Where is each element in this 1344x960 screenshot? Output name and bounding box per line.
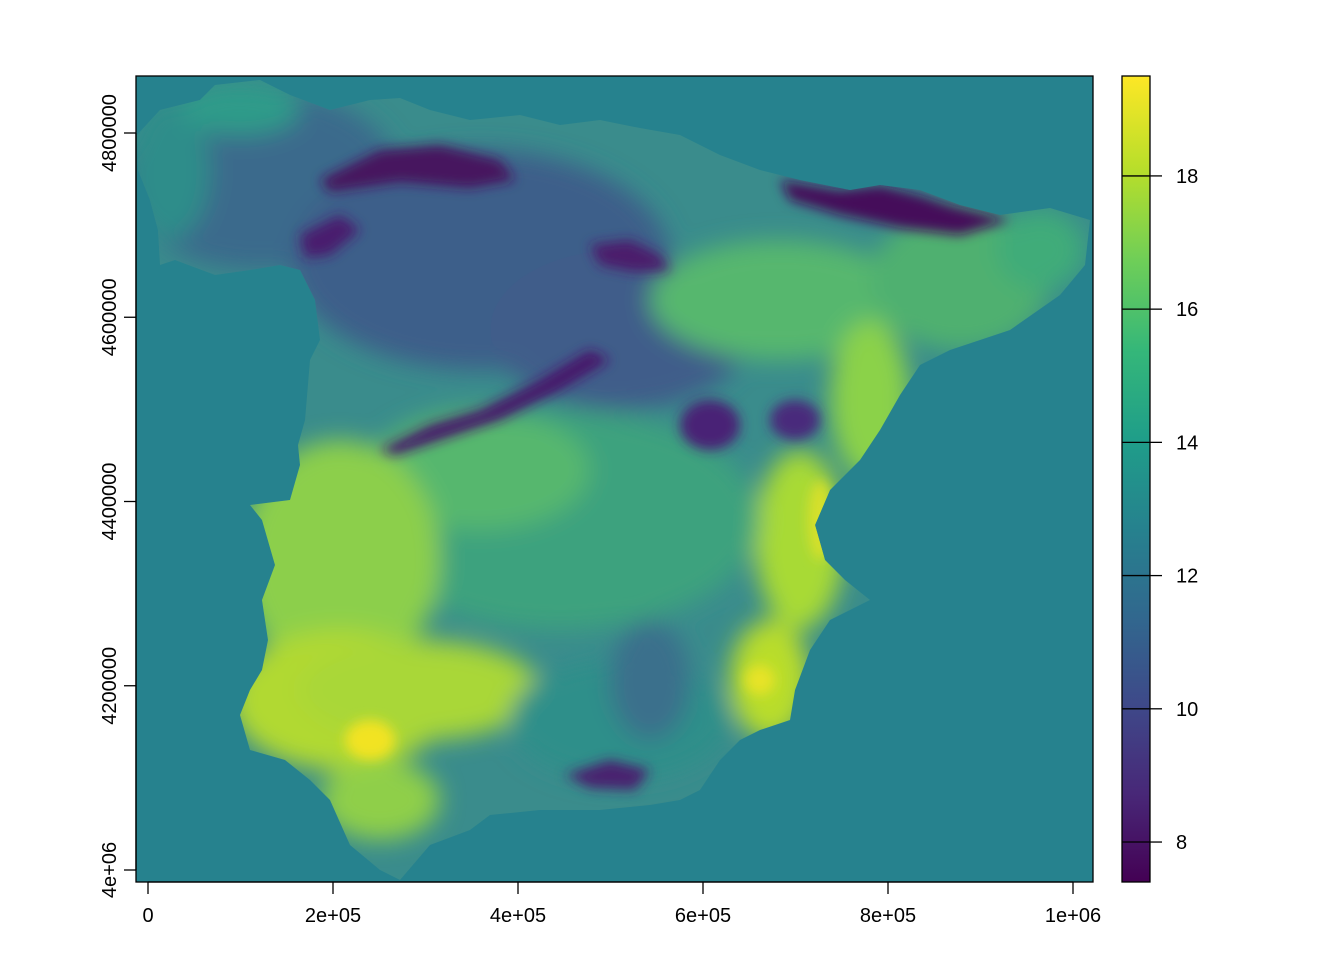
legend-colorbar (1121, 75, 1151, 883)
legend-tick-label: 8 (1176, 832, 1187, 854)
y-tick-label: 4800000 (99, 94, 121, 172)
y-tick-label: 4e+06 (99, 842, 121, 898)
x-tick-label: 4e+05 (490, 905, 546, 927)
legend-tick-label: 16 (1176, 299, 1198, 321)
legend-ticks: 8 10 12 14 16 18 (1122, 166, 1198, 854)
x-tick-label: 6e+05 (675, 905, 731, 927)
legend-tick-label: 10 (1176, 699, 1198, 721)
x-tick-label: 2e+05 (305, 905, 361, 927)
y-tick-label: 4600000 (99, 278, 121, 356)
y-tick-label: 4400000 (99, 463, 121, 541)
legend-tick-label: 14 (1176, 432, 1198, 454)
legend-tick-label: 18 (1176, 166, 1198, 188)
x-tick-label: 8e+05 (860, 905, 916, 927)
color-legend: 8 10 12 14 16 18 (1121, 75, 1198, 883)
x-tick-label: 0 (142, 905, 153, 927)
x-axis: 0 2e+05 4e+05 6e+05 8e+05 1e+06 (142, 881, 1101, 927)
legend-tick-label: 12 (1176, 566, 1198, 588)
x-tick-label: 1e+06 (1045, 905, 1101, 927)
y-tick-label: 4200000 (99, 647, 121, 725)
y-axis: 4e+06 4200000 4400000 4600000 4800000 (99, 94, 137, 898)
